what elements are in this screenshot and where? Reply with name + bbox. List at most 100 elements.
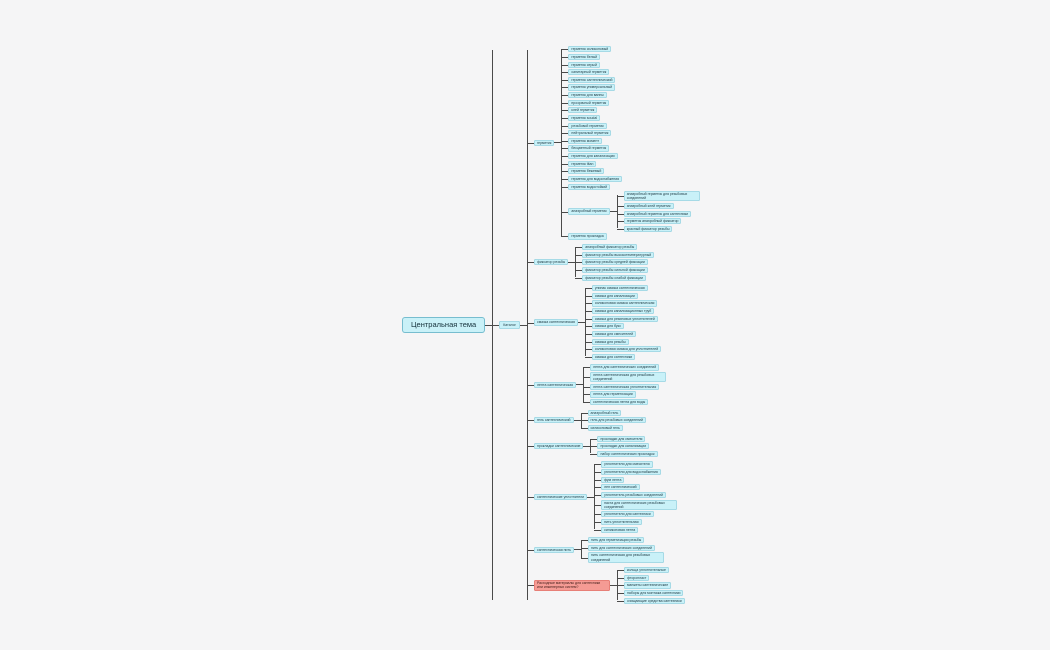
leaf-topic-node[interactable]: герметик универсальный <box>568 84 616 91</box>
connector-line <box>583 445 591 447</box>
leaf-topic-node[interactable]: нить для сантехнических соединений <box>587 544 655 551</box>
leaf-topic-node[interactable]: смазка для резьбы <box>591 338 629 345</box>
topic-row: герметик прокладка <box>561 233 699 240</box>
leaf-topic-node[interactable]: нейтральный герметик <box>568 130 612 137</box>
leaf-topic-node[interactable]: герметик soudal <box>568 114 601 121</box>
leaf-topic-node[interactable]: герметик для ванны <box>568 92 607 99</box>
topic-row: паста для сантехнических резьбовых соеди… <box>594 499 678 510</box>
leaf-topic-node[interactable]: манжеты сантехнические <box>623 582 672 589</box>
leaf-topic-node[interactable]: санитарный герметик <box>568 69 610 76</box>
branch-topic-node[interactable]: гель сантехнический <box>533 417 574 424</box>
leaf-topic-node[interactable]: анаэробный фиксатор резьбы <box>582 244 638 251</box>
leaf-topic-node[interactable]: наборы для монтажа сантехники <box>623 590 684 597</box>
branch-topic-node[interactable]: анаэробный герметик <box>568 208 610 215</box>
leaf-topic-node[interactable]: герметик водостойкий <box>568 183 611 190</box>
leaf-topic-node[interactable]: анаэробный клей герметик <box>623 202 674 209</box>
leaf-topic-node[interactable]: лен сантехнический <box>601 484 640 491</box>
topic-row: силиконовый гель <box>580 424 646 431</box>
leaf-topic-node[interactable]: прокладки для канализации <box>597 443 650 450</box>
branch-topic-node[interactable]: прокладки сантехнические <box>533 443 584 450</box>
leaf-topic-node[interactable]: нить для герметизации резьбы <box>587 537 645 544</box>
children-container: нить для герметизации резьбы нить для сан… <box>580 537 664 563</box>
connector-line <box>554 142 562 144</box>
leaf-topic-node[interactable]: лента для сантехнических соединений <box>590 364 660 371</box>
leaf-topic-node[interactable]: фторопласт <box>623 574 650 581</box>
mindmap-canvas: Центральная тема Каталог герметик герметик … <box>402 0 700 650</box>
connector-line <box>568 261 576 263</box>
leaf-topic-node[interactable]: смазка для канализации <box>591 292 638 299</box>
leaf-topic-node[interactable]: красный фиксатор резьбы <box>623 225 673 232</box>
topic-row: смазка для смесителей <box>584 330 661 337</box>
leaf-topic-node[interactable]: герметик серый <box>568 61 600 68</box>
leaf-topic-node[interactable]: лента сантехническая для резьбовых соеди… <box>590 372 667 383</box>
leaf-topic-node[interactable]: лента для герметизации <box>590 391 636 398</box>
leaf-topic-node[interactable]: клей герметик <box>568 107 598 114</box>
branch-topic-node[interactable]: сантехнические уплотнители <box>533 493 588 501</box>
leaf-topic-node[interactable]: герметик titan <box>568 160 597 167</box>
leaf-topic-node[interactable]: герметик сантехнический <box>568 76 616 83</box>
leaf-topic-node[interactable]: нить сантехническая для резьбовых соедин… <box>587 552 664 563</box>
topic-row: анаэробный клей герметик <box>616 202 700 209</box>
leaf-topic-node[interactable]: лента сантехническая уплотнительная <box>590 383 660 390</box>
leaf-topic-node[interactable]: силиконовая смазка для уплотнителей <box>591 346 662 353</box>
topic-row: смазка для резьбы <box>584 338 661 345</box>
topic-row: герметик водостойкий <box>561 183 699 190</box>
children-container: анаэробный герметик для резьбовых соедин… <box>616 191 700 232</box>
leaf-topic-node[interactable]: уплотнители для смесителя <box>601 461 653 468</box>
leaf-topic-node[interactable]: анаэробный герметик для резьбовых соедин… <box>623 191 700 202</box>
leaf-topic-node[interactable]: силиконовая лента <box>601 526 639 533</box>
leaf-topic-node[interactable]: резьбовой герметик <box>568 122 607 129</box>
leaf-topic-node[interactable]: сантехническая лента для воды <box>590 399 649 406</box>
branch-topic-node[interactable]: фиксатор резьбы <box>533 259 569 266</box>
leaf-topic-node[interactable]: смазка для букс <box>591 323 624 330</box>
central-topic-node[interactable]: Центральная тема <box>402 316 486 334</box>
leaf-topic-node[interactable]: смазка для канализационных труб <box>591 308 655 315</box>
leaf-topic-node[interactable]: герметик момент <box>568 137 603 144</box>
leaf-topic-node[interactable]: герметик анаэробный фиксатор <box>623 218 682 225</box>
leaf-topic-node[interactable]: очищающие средства сантехники <box>623 597 685 604</box>
leaf-topic-node[interactable]: унипак смазка сантехническая <box>591 285 648 292</box>
leaf-topic-node[interactable]: анаэробный герметик для сантехники <box>623 210 692 217</box>
leaf-topic-node[interactable]: прозрачный герметик <box>568 99 610 106</box>
leaf-topic-node[interactable]: герметик силиконовый <box>568 46 612 53</box>
leaf-topic-node[interactable]: фиксатор резьбы слабой фиксации <box>582 274 647 281</box>
leaf-topic-node[interactable]: уплотнители для водоснабжения <box>601 469 661 476</box>
topic-row: герметик анаэробный фиксатор <box>616 218 700 225</box>
leaf-topic-node[interactable]: герметик белый <box>568 53 601 60</box>
topic-row: лента сантехническая уплотнительная <box>583 383 666 390</box>
leaf-topic-node[interactable]: паста для сантехнических резьбовых соеди… <box>601 499 678 510</box>
branch-topic-node[interactable]: лента сантехническая <box>533 381 577 388</box>
topic-row: нить сантехническая для резьбовых соедин… <box>580 552 664 563</box>
leaf-topic-node[interactable]: смазка для сантехники <box>591 353 636 360</box>
hub-topic-node[interactable]: Каталог <box>499 320 520 330</box>
leaf-topic-node[interactable]: герметик прокладка <box>568 233 607 240</box>
leaf-topic-node[interactable]: герметик для канализации <box>568 153 618 160</box>
topic-row: нить для сантехнических соединений <box>580 544 664 551</box>
leaf-topic-node[interactable]: смазка для смесителей <box>591 330 637 337</box>
leaf-topic-node[interactable]: смазка для резиновых уплотнителей <box>591 315 658 322</box>
leaf-topic-node[interactable]: фиксатор резьбы сильной фиксации <box>582 266 648 273</box>
leaf-topic-node[interactable]: фиксатор резьбы средней фиксации <box>582 259 648 266</box>
leaf-topic-node[interactable]: уплотнитель резьбовых соединений <box>601 491 667 498</box>
branch-topic-node[interactable]: сантехническая нить <box>533 546 574 553</box>
leaf-topic-node[interactable]: гель для резьбовых соединений <box>587 417 646 424</box>
branch-topic-node[interactable]: смазка сантехническая <box>533 319 578 326</box>
leaf-topic-node[interactable]: уплотнители для сантехники <box>601 511 654 518</box>
branch-topic-node[interactable]: герметик <box>533 139 555 146</box>
leaf-topic-node[interactable]: герметик бежевый <box>568 168 605 175</box>
topic-row: нить уплотнительная <box>594 518 677 525</box>
leaf-topic-node[interactable]: силиконовая смазка сантехническая <box>591 300 658 307</box>
question-topic-node[interactable]: Расходные материалы для сантехники или и… <box>533 580 610 591</box>
leaf-topic-node[interactable]: бесцветный герметик <box>568 145 610 152</box>
leaf-topic-node[interactable]: фиксатор резьбы высокотемпературный <box>582 251 655 258</box>
leaf-topic-node[interactable]: набор сантехнических прокладок <box>597 450 658 457</box>
leaf-topic-node[interactable]: силиконовый гель <box>587 424 623 431</box>
leaf-topic-node[interactable]: нить уплотнительная <box>601 518 642 525</box>
leaf-topic-node[interactable]: анаэробный гель <box>587 409 622 416</box>
topic-row: фиксатор резьбы анаэробный фиксатор резьб… <box>526 244 700 281</box>
leaf-topic-node[interactable]: прокладки для смесителя <box>597 435 646 442</box>
leaf-topic-node[interactable]: кольца уплотнительные <box>623 567 669 574</box>
leaf-topic-node[interactable]: герметик для водоснабжения <box>568 175 623 182</box>
leaf-topic-node[interactable]: фум лента <box>601 476 625 483</box>
topic-row: прокладки сантехнические прокладки для см… <box>526 435 700 457</box>
